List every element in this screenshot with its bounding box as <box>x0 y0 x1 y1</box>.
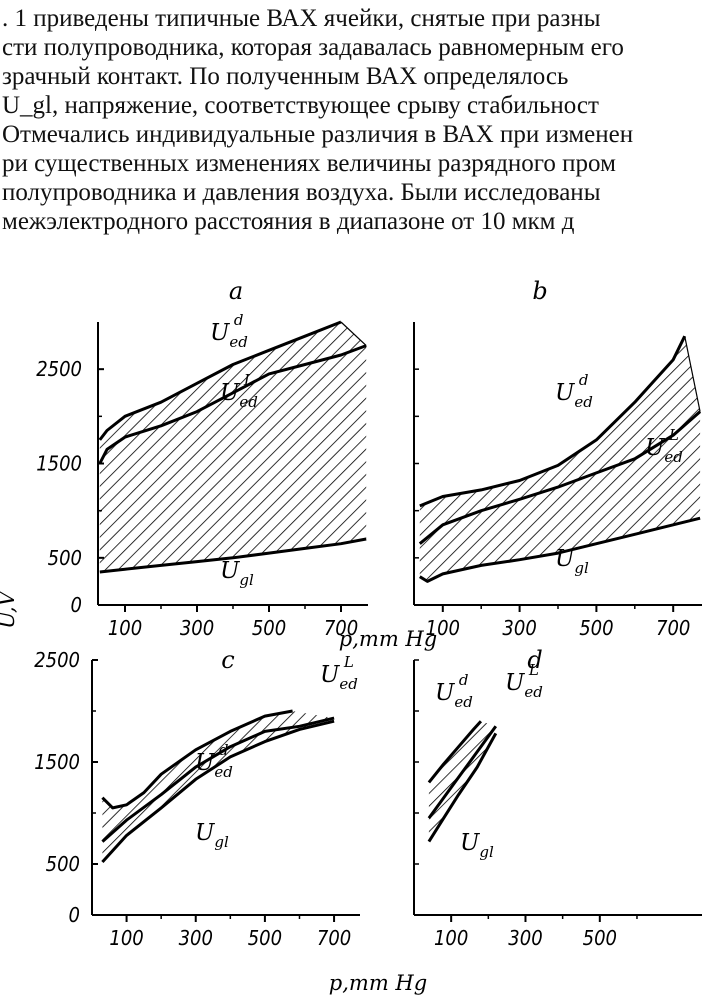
x-axis-label-top: p,mm Hg <box>339 627 437 651</box>
series-line-gl <box>101 719 335 864</box>
series-line-gl <box>419 516 701 583</box>
series-label-gl: Ugl <box>220 558 254 589</box>
y-tick-label: 2500 <box>36 357 82 381</box>
series-label-L: UedL <box>645 426 683 466</box>
series-line-d <box>101 709 293 810</box>
x-tick-label: 500 <box>252 616 286 640</box>
y-tick-label: 1500 <box>34 750 80 774</box>
x-tick-label: 700 <box>656 616 690 640</box>
y-tick-label: 1500 <box>36 452 82 476</box>
hatched-region <box>419 336 701 582</box>
region-edge <box>684 336 701 412</box>
text-line: межэлектродного расстояния в диапазоне о… <box>2 208 575 235</box>
series-line-L <box>418 410 702 545</box>
panel-title: a <box>229 277 243 305</box>
chart-panel-c: 100 300 500 700 0 500 1500 2500 Uedd UedL Ugl c <box>34 646 360 950</box>
text-line: зрачный контакт. По полученным ВАХ опред… <box>2 63 569 90</box>
series-label-d: Uedd <box>195 741 233 781</box>
document-text: . 1 приведены типичные ВАХ ячейки, сняты… <box>0 0 702 240</box>
x-tick-label: 300 <box>180 616 214 640</box>
y-tick-label: 0 <box>69 903 80 927</box>
x-tick-label: 100 <box>426 616 460 640</box>
text-line: полупроводника и давления воздуха. Были … <box>2 179 601 206</box>
series-label-L: UedL <box>320 653 358 693</box>
series-label-d: Uedd <box>210 311 248 351</box>
series-line-gl <box>427 732 498 843</box>
series-line-L <box>101 716 335 843</box>
text-line: сти полупроводника, которая задавалась р… <box>2 34 624 61</box>
x-tick-label: 300 <box>508 926 542 950</box>
x-tick-label: 700 <box>317 926 351 950</box>
text-line: ри существенных изменениях величины разр… <box>2 150 616 177</box>
series-line-d <box>427 720 483 784</box>
panel-title: c <box>221 646 234 674</box>
text-line: U_gl, напряжение, соответствующее срыву … <box>2 92 599 119</box>
y-tick-label: 500 <box>48 546 82 570</box>
series-line-d <box>98 320 342 441</box>
series-label-d: Uedd <box>555 371 593 411</box>
x-tick-label: 700 <box>324 616 358 640</box>
y-tick-label: 500 <box>46 852 80 876</box>
series-label-L: UedL <box>505 661 543 701</box>
x-tick-label: 300 <box>502 616 536 640</box>
series-label-L: UedL <box>220 371 258 411</box>
text-line: . 1 приведены типичные ВАХ ячейки, сняты… <box>2 5 601 32</box>
x-tick-label: 500 <box>583 926 617 950</box>
x-tick-label: 100 <box>108 616 142 640</box>
panel-title: d <box>527 646 542 674</box>
y-tick-label: 0 <box>71 593 82 617</box>
series-line-L <box>427 725 498 819</box>
series-line-gl <box>99 537 367 574</box>
x-tick-label: 500 <box>248 926 282 950</box>
hatched-region <box>99 322 367 572</box>
panel-title: b <box>532 277 547 305</box>
series-label-gl: Ugl <box>555 546 589 577</box>
x-axis-label-bottom: p,mm Hg <box>329 971 427 995</box>
y-tick-label: 2500 <box>34 648 80 672</box>
region-edge <box>340 321 367 347</box>
series-label-gl: Ugl <box>460 830 494 861</box>
chart-panel-d: 100 300 500 Uedd UedL Ugl d <box>413 646 702 950</box>
chart-panel-b: 100 300 500 700 Uedd UedL Ugl b <box>413 277 702 640</box>
x-tick-label: 500 <box>579 616 613 640</box>
chart-panel-a: 100 300 500 700 0 500 1500 2500 Uedd UedL Ugl a <box>36 277 368 640</box>
series-line-L <box>98 344 367 465</box>
x-tick-label: 100 <box>434 926 468 950</box>
y-axis-label: U,V <box>0 589 19 628</box>
x-tick-label: 100 <box>109 926 143 950</box>
series-label-d: Uedd <box>435 671 473 711</box>
series-label-gl: Ugl <box>195 820 229 851</box>
x-tick-label: 300 <box>179 926 213 950</box>
series-line-d <box>419 335 687 508</box>
text-line: Отмечались индивидуальные различия в ВАХ… <box>2 121 634 148</box>
